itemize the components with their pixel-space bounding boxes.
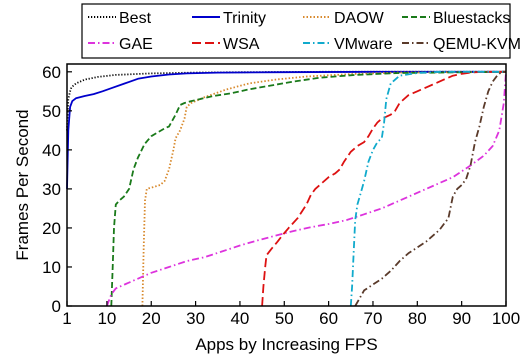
legend-label-vmware: VMware	[334, 36, 393, 53]
series-lines	[66, 70, 507, 307]
legend-label-daow: DAOW	[334, 10, 385, 27]
x-tick-label: 10	[97, 309, 116, 328]
legend-label-trinity: Trinity	[223, 10, 266, 27]
x-tick-label: 100	[492, 309, 520, 328]
y-tick-label: 40	[42, 141, 61, 160]
y-tick-label: 20	[42, 219, 61, 238]
x-axis-title: Apps by Increasing FPS	[195, 335, 377, 354]
y-tick-label: 50	[42, 102, 61, 121]
legend: Best Trinity DAOW Bluestacks GAE WSA VMware QEM…	[81, 3, 521, 59]
y-tick-label: 60	[42, 63, 61, 82]
legend-box	[81, 3, 511, 59]
legend-label-gae: GAE	[119, 36, 153, 53]
x-tick-label: 1	[62, 309, 71, 328]
x-tick-label: 20	[142, 309, 161, 328]
x-tick-label: 90	[452, 309, 471, 328]
legend-label-bluestacks: Bluestacks	[433, 10, 510, 27]
x-tick-label: 50	[275, 309, 294, 328]
x-tick-label: 40	[230, 309, 249, 328]
x-tick-label: 80	[408, 309, 427, 328]
series-line-daow	[141, 70, 507, 307]
legend-label-qemu-kvm: QEMU-KVM	[433, 36, 521, 53]
x-tick-label: 60	[319, 309, 338, 328]
series-line-trinity	[66, 70, 506, 189]
series-line-bluestacks	[110, 70, 507, 307]
series-line-qemu-kvm	[354, 70, 506, 307]
series-line-wsa	[261, 70, 506, 307]
y-tick-label: 30	[42, 180, 61, 199]
plot-frame	[66, 63, 507, 307]
legend-label-wsa: WSA	[223, 36, 260, 53]
y-tick-label: 0	[52, 297, 61, 316]
y-axis-title: Frames Per Second	[13, 109, 32, 260]
axis-ticks: 1 10 20 30 40 50 60 70 80 90 100 0 10 20 30 40 50 60	[42, 63, 520, 328]
x-tick-label: 70	[364, 309, 383, 328]
legend-label-best: Best	[119, 10, 152, 27]
y-tick-label: 10	[42, 258, 61, 277]
series-line-gae	[106, 71, 507, 307]
x-tick-label: 30	[186, 309, 205, 328]
